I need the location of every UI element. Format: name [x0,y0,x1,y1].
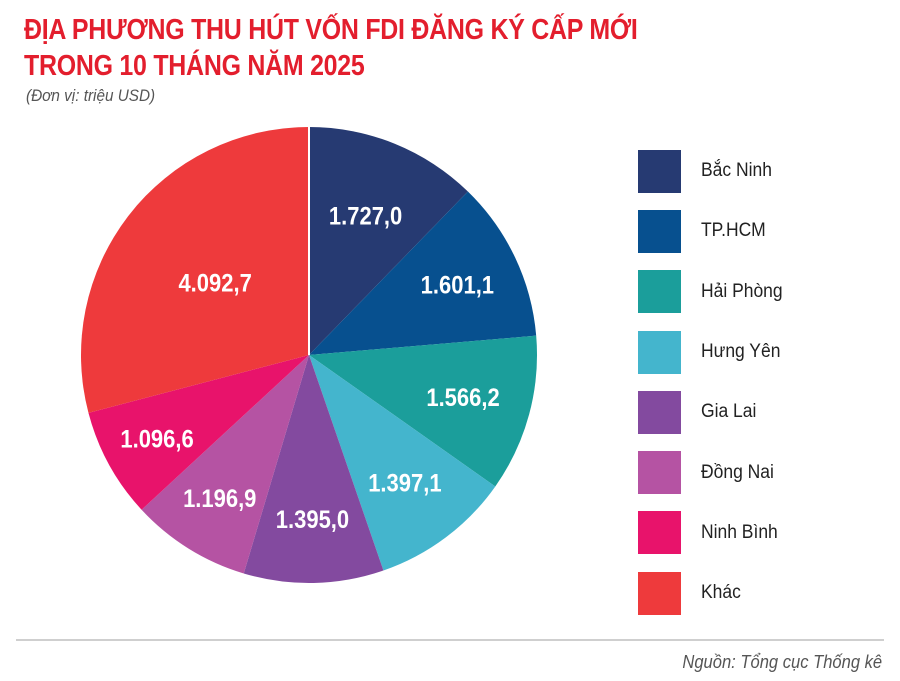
legend-item: Hưng Yên [638,322,790,382]
slice-value-label: 4.092,7 [178,269,251,297]
slice-value-label: 1.397,1 [368,469,441,497]
legend-swatch [638,270,681,314]
slice-value-label: 1.727,0 [329,202,402,230]
chart-title-line-2: TRONG 10 THÁNG NĂM 2025 [24,50,365,82]
chart-title: ĐỊA PHƯƠNG THU HÚT VỐN FDI ĐĂNG KÝ CẤP M… [24,12,638,84]
legend-item: Khác [638,563,790,623]
slice-value-label: 1.601,1 [421,271,494,299]
source-note: Nguồn: Tổng cục Thống kê [682,652,882,672]
slice-value-label: 1.196,9 [183,485,256,513]
footer-divider [16,639,884,641]
pie-slice-3 [309,355,496,571]
legend-swatch [638,390,681,434]
legend-item: Ninh Bình [638,503,790,563]
pie-slice-5 [141,355,309,574]
legend-label: TP.HCM [701,220,766,242]
legend-item: Đồng Nai [638,442,790,502]
legend-item: Bắc Ninh [638,141,790,201]
pie-chart: 1.727,0 1.601,1 1.566,2 1.397,1 1.395,0 1.196… [81,127,538,583]
unit-subtitle: (Đơn vị: triệu USD) [26,86,156,105]
legend: Bắc Ninh TP.HCM Hải Phòng Hưng Yên Gia L… [638,141,790,623]
legend-swatch [638,330,681,374]
legend-label: Đồng Nai [701,461,774,483]
legend-item: TP.HCM [638,201,790,261]
legend-swatch [638,511,681,555]
legend-label: Khác [701,582,741,604]
legend-label: Bắc Ninh [701,160,772,182]
legend-swatch [638,149,681,193]
legend-item: Hải Phòng [638,262,790,322]
slice-value-label: 1.395,0 [276,506,349,534]
legend-swatch [638,571,681,615]
legend-label: Hưng Yên [701,341,781,363]
pie-slice-1 [309,191,537,355]
legend-label: Ninh Bình [701,521,778,543]
legend-label: Gia Lai [701,401,757,423]
slice-value-label: 1.096,6 [120,425,193,453]
pie-slice-7 [81,127,309,413]
legend-label: Hải Phòng [701,280,783,302]
pie-slice-2 [309,335,538,487]
chart-title-line-1: ĐỊA PHƯƠNG THU HÚT VỐN FDI ĐĂNG KÝ CẤP M… [24,14,638,46]
pie-slice-0 [309,127,468,355]
legend-swatch [638,209,681,253]
legend-swatch [638,451,681,495]
pie-slice-6 [88,355,310,510]
slice-value-label: 1.566,2 [426,383,499,411]
pie-slice-4 [243,355,384,583]
legend-item: Gia Lai [638,382,790,442]
